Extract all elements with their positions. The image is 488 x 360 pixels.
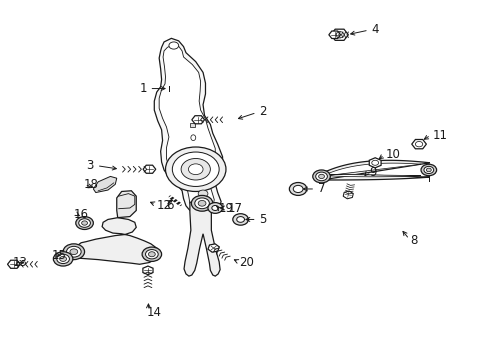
Circle shape: [293, 185, 303, 193]
Circle shape: [198, 196, 207, 203]
Circle shape: [194, 198, 209, 209]
Circle shape: [232, 214, 248, 225]
Polygon shape: [207, 244, 219, 252]
Circle shape: [53, 252, 73, 266]
Polygon shape: [143, 165, 156, 173]
Circle shape: [60, 256, 66, 261]
Circle shape: [211, 206, 218, 211]
Polygon shape: [183, 202, 220, 276]
Polygon shape: [7, 260, 20, 268]
Polygon shape: [330, 29, 347, 40]
Circle shape: [168, 42, 178, 49]
Text: 12: 12: [157, 199, 171, 212]
Polygon shape: [93, 176, 117, 193]
Circle shape: [76, 217, 93, 229]
Text: 10: 10: [385, 148, 400, 161]
Polygon shape: [159, 44, 215, 210]
Circle shape: [70, 249, 78, 255]
Polygon shape: [189, 123, 194, 127]
Circle shape: [423, 166, 433, 174]
Circle shape: [415, 141, 422, 147]
Circle shape: [148, 252, 155, 257]
Text: 13: 13: [13, 256, 28, 269]
Polygon shape: [191, 116, 204, 124]
Text: 14: 14: [147, 306, 162, 319]
Circle shape: [420, 164, 436, 176]
Text: 7: 7: [317, 183, 325, 195]
Polygon shape: [326, 163, 420, 177]
Circle shape: [198, 190, 207, 197]
Circle shape: [181, 158, 210, 180]
Text: 9: 9: [368, 166, 376, 179]
Circle shape: [289, 183, 306, 195]
Polygon shape: [328, 31, 340, 39]
Circle shape: [172, 152, 219, 186]
Polygon shape: [321, 160, 429, 180]
Polygon shape: [368, 158, 380, 168]
Text: 8: 8: [409, 234, 417, 247]
Circle shape: [334, 32, 343, 38]
Circle shape: [236, 217, 244, 222]
Circle shape: [145, 249, 158, 259]
Circle shape: [79, 219, 90, 227]
Text: 20: 20: [239, 256, 254, 269]
Text: 2: 2: [259, 105, 266, 118]
Circle shape: [57, 254, 69, 264]
Circle shape: [371, 160, 378, 165]
Text: 1: 1: [139, 82, 147, 95]
Text: 19: 19: [219, 202, 234, 215]
Circle shape: [426, 168, 430, 172]
Circle shape: [165, 147, 225, 192]
Circle shape: [315, 172, 327, 181]
Circle shape: [207, 203, 222, 213]
Text: 16: 16: [74, 208, 89, 221]
Circle shape: [188, 164, 203, 175]
Circle shape: [191, 195, 212, 211]
Circle shape: [63, 244, 84, 260]
Text: 3: 3: [86, 159, 93, 172]
Circle shape: [142, 247, 161, 261]
Text: 4: 4: [370, 23, 378, 36]
Polygon shape: [117, 191, 136, 218]
Text: 5: 5: [259, 213, 266, 226]
Circle shape: [66, 246, 81, 257]
Polygon shape: [76, 218, 159, 264]
Polygon shape: [343, 191, 352, 199]
Circle shape: [81, 221, 87, 225]
Polygon shape: [411, 139, 426, 149]
Ellipse shape: [190, 135, 195, 140]
Text: 15: 15: [52, 249, 67, 262]
Text: 18: 18: [83, 178, 98, 191]
Circle shape: [198, 201, 205, 206]
Text: 11: 11: [431, 129, 447, 142]
Polygon shape: [154, 39, 222, 214]
Text: 17: 17: [227, 202, 242, 215]
Text: 6: 6: [166, 199, 174, 212]
Polygon shape: [142, 266, 153, 275]
Circle shape: [312, 170, 330, 183]
Circle shape: [318, 174, 324, 179]
